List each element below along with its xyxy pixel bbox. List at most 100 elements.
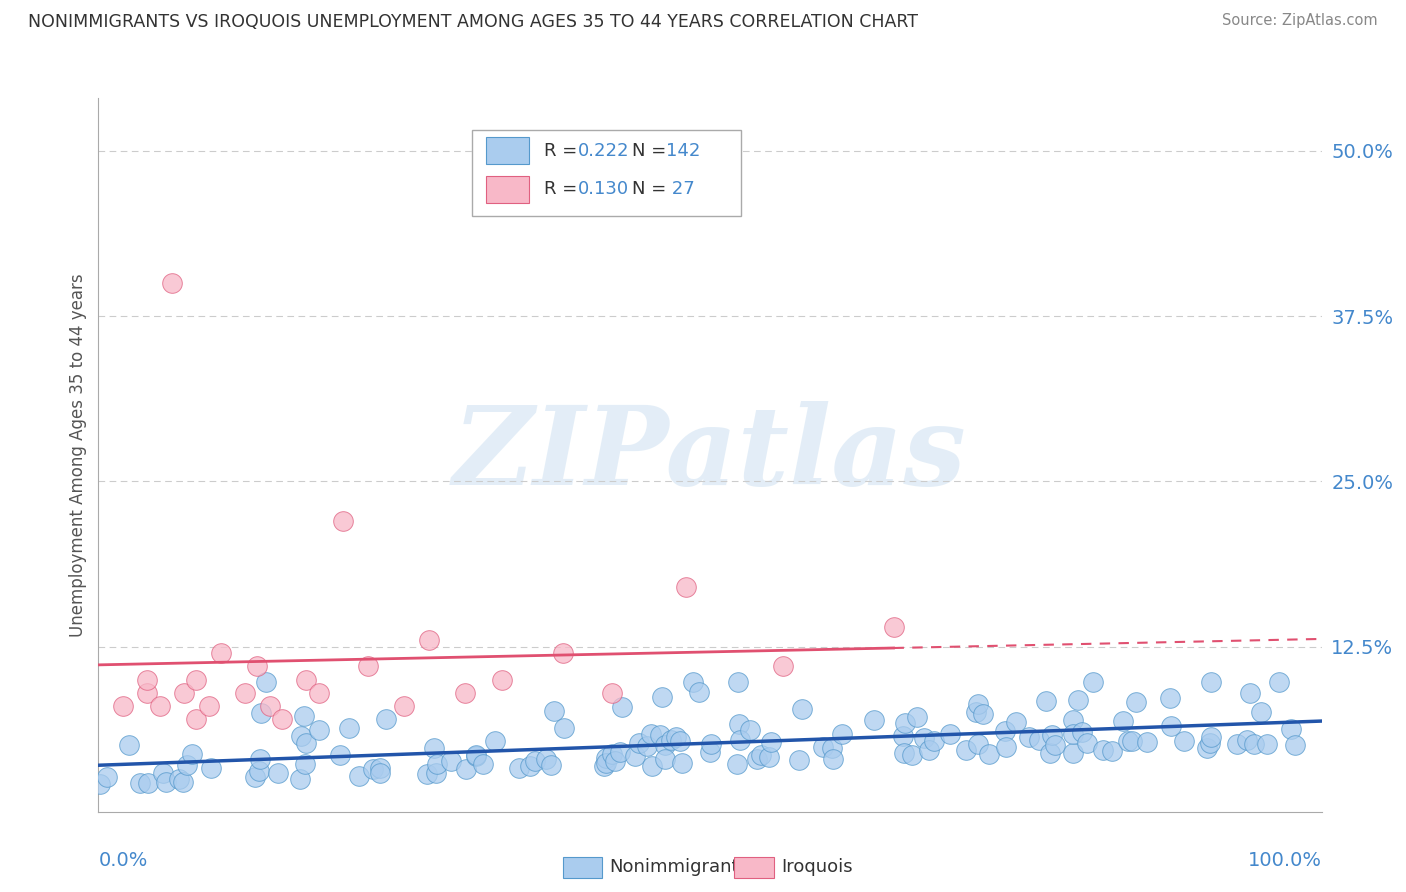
Point <box>484 733 506 747</box>
Text: N =: N = <box>631 142 672 160</box>
Point <box>337 721 360 735</box>
Point <box>863 713 886 727</box>
Point <box>965 705 987 719</box>
Point <box>118 738 141 752</box>
Text: R =: R = <box>544 142 582 160</box>
Point <box>665 730 688 744</box>
Point <box>955 743 977 757</box>
Point <box>749 748 772 763</box>
Point <box>1199 735 1222 749</box>
Bar <box>734 856 773 878</box>
Point <box>173 686 195 700</box>
Point <box>595 751 617 765</box>
Point <box>111 698 134 713</box>
Point <box>610 700 633 714</box>
Point <box>1045 738 1067 752</box>
Point <box>592 759 614 773</box>
Point <box>648 728 671 742</box>
Point <box>247 764 270 778</box>
Point <box>96 770 118 784</box>
Point <box>682 675 704 690</box>
Point <box>745 752 768 766</box>
Point <box>813 739 835 754</box>
Point <box>136 686 159 700</box>
Point <box>600 686 623 700</box>
Text: Source: ZipAtlas.com: Source: ZipAtlas.com <box>1222 13 1378 29</box>
Point <box>640 727 662 741</box>
Text: ZIPatlas: ZIPatlas <box>453 401 967 508</box>
Point <box>375 711 398 725</box>
Point <box>994 739 1017 754</box>
Point <box>1066 693 1088 707</box>
Point <box>758 749 780 764</box>
Point <box>267 765 290 780</box>
Point <box>1268 675 1291 690</box>
Point <box>519 759 541 773</box>
Point <box>883 620 905 634</box>
Text: 0.222: 0.222 <box>578 142 630 160</box>
Point <box>249 752 271 766</box>
Point <box>471 756 494 771</box>
Point <box>893 715 915 730</box>
Point <box>790 702 813 716</box>
Point <box>675 580 697 594</box>
Point <box>508 760 530 774</box>
Point <box>918 743 941 757</box>
Point <box>699 745 721 759</box>
Point <box>1035 694 1057 708</box>
Point <box>233 686 256 700</box>
Point <box>368 766 391 780</box>
Point <box>1239 686 1261 700</box>
Bar <box>486 176 529 203</box>
Point <box>1284 739 1306 753</box>
Point <box>1199 675 1222 690</box>
Point <box>700 737 723 751</box>
Point <box>155 774 177 789</box>
Point <box>425 765 447 780</box>
Point <box>967 697 990 711</box>
Point <box>1226 737 1249 751</box>
Point <box>136 673 159 687</box>
Point <box>627 736 650 750</box>
Point <box>759 735 782 749</box>
Point <box>831 727 853 741</box>
Point <box>1121 734 1143 748</box>
Point <box>180 747 202 761</box>
Text: 0.130: 0.130 <box>578 180 628 198</box>
Point <box>1173 733 1195 747</box>
Text: R =: R = <box>544 180 582 198</box>
Point <box>1116 734 1139 748</box>
Point <box>603 754 626 768</box>
Point <box>200 761 222 775</box>
Point <box>176 757 198 772</box>
Point <box>671 756 693 770</box>
Point <box>418 632 440 647</box>
Point <box>669 734 692 748</box>
Point <box>891 729 914 743</box>
Point <box>294 736 316 750</box>
Text: N =: N = <box>631 180 672 198</box>
Point <box>1062 727 1084 741</box>
Y-axis label: Unemployment Among Ages 35 to 44 years: Unemployment Among Ages 35 to 44 years <box>69 273 87 637</box>
Point <box>426 756 449 771</box>
Point <box>290 730 312 744</box>
Text: 0.0%: 0.0% <box>98 851 148 870</box>
Point <box>294 756 316 771</box>
Point <box>491 673 513 687</box>
Point <box>540 758 562 772</box>
Point <box>901 748 924 763</box>
Point <box>186 712 208 726</box>
Point <box>1236 732 1258 747</box>
Point <box>636 739 658 753</box>
Point <box>292 709 315 723</box>
Text: Nonimmigrants: Nonimmigrants <box>610 858 748 876</box>
Point <box>979 747 1001 761</box>
Point <box>465 747 488 762</box>
FancyBboxPatch shape <box>471 130 741 216</box>
Point <box>1070 724 1092 739</box>
Point <box>392 698 416 713</box>
Point <box>349 769 371 783</box>
Point <box>1039 746 1062 760</box>
Point <box>1062 746 1084 760</box>
Point <box>1042 728 1064 742</box>
